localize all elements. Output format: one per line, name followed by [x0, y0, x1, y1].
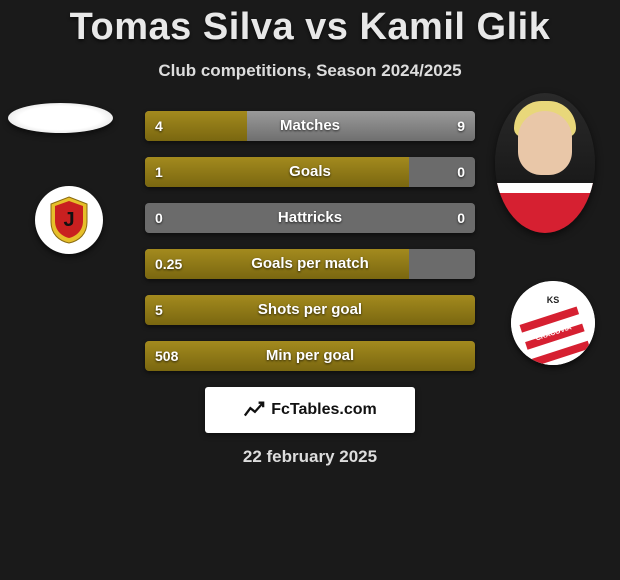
stat-row: Hattricks0 0 [145, 203, 475, 233]
club-right-crest: KS CRACOVIA [511, 281, 595, 365]
stat-value-left: 508 [155, 341, 178, 371]
stat-row: Shots per goal5 [145, 295, 475, 325]
player-left-avatar [8, 103, 113, 133]
stat-label: Goals per match [145, 249, 475, 279]
subtitle: Club competitions, Season 2024/2025 [0, 61, 620, 81]
stats-bars: Matches49Goals10Hattricks00Goals per mat… [145, 111, 475, 371]
stat-value-right: 0 [457, 157, 465, 187]
stat-label: Matches [145, 111, 475, 141]
stat-label: Hattricks [145, 203, 475, 233]
stat-value-left: 5 [155, 295, 163, 325]
stat-label: Min per goal [145, 341, 475, 371]
stat-row: Min per goal508 [145, 341, 475, 371]
stat-row: Goals per match0.25 [145, 249, 475, 279]
stat-label: Goals [145, 157, 475, 187]
stat-value-left: 1 [155, 157, 163, 187]
svg-text:KS: KS [547, 295, 560, 305]
stat-value-right: 9 [457, 111, 465, 141]
stat-row: Goals1 0 [145, 157, 475, 187]
stat-value-left: 0 [155, 203, 163, 233]
date-text: 22 february 2025 [0, 447, 620, 467]
flag-icon: KS CRACOVIA [511, 281, 595, 365]
stat-value-right: 0 [457, 203, 465, 233]
brand-badge: FcTables.com [205, 387, 415, 433]
stat-label: Shots per goal [145, 295, 475, 325]
stat-row: Matches4 9 [145, 111, 475, 141]
club-left-crest: J [35, 186, 103, 254]
crest-letter: J [63, 209, 74, 231]
stat-value-left: 4 [155, 111, 163, 141]
stat-value-left: 0.25 [155, 249, 182, 279]
chart-icon [243, 399, 265, 421]
page-title: Tomas Silva vs Kamil Glik [0, 0, 620, 49]
comparison-panel: J KS CRACOVIA Matches49Goals10Hattricks0… [0, 111, 620, 371]
brand-text: FcTables.com [271, 401, 377, 419]
player-right-avatar [495, 93, 595, 233]
shield-icon: J [49, 196, 89, 244]
